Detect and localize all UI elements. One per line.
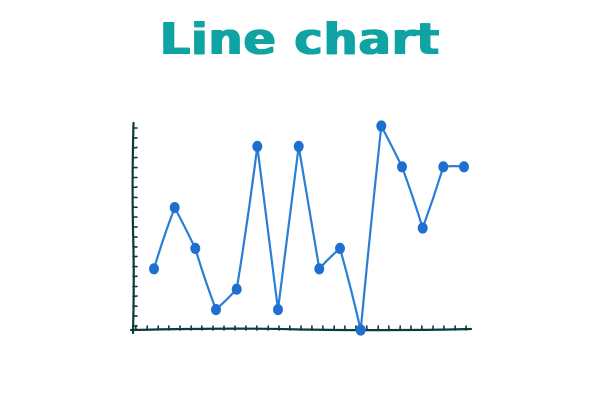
data-point bbox=[210, 303, 221, 316]
data-point bbox=[252, 140, 263, 152]
chart-title: Line chart bbox=[159, 14, 441, 65]
data-point bbox=[293, 140, 304, 152]
y-axis-line bbox=[131, 121, 135, 335]
data-point bbox=[231, 283, 242, 295]
data-point bbox=[314, 263, 325, 275]
x-axis-line bbox=[129, 327, 473, 332]
data-point bbox=[190, 242, 201, 254]
chart-axes bbox=[129, 121, 473, 335]
data-point bbox=[169, 202, 180, 214]
data-point bbox=[355, 324, 366, 336]
data-point bbox=[438, 161, 449, 173]
series-line bbox=[152, 124, 466, 332]
data-point bbox=[334, 242, 345, 254]
data-point bbox=[417, 222, 428, 234]
data-point bbox=[376, 120, 387, 132]
data-point bbox=[458, 161, 469, 173]
data-point bbox=[396, 161, 407, 173]
data-point bbox=[272, 303, 283, 316]
chart-series bbox=[148, 120, 469, 336]
data-point bbox=[148, 263, 159, 275]
